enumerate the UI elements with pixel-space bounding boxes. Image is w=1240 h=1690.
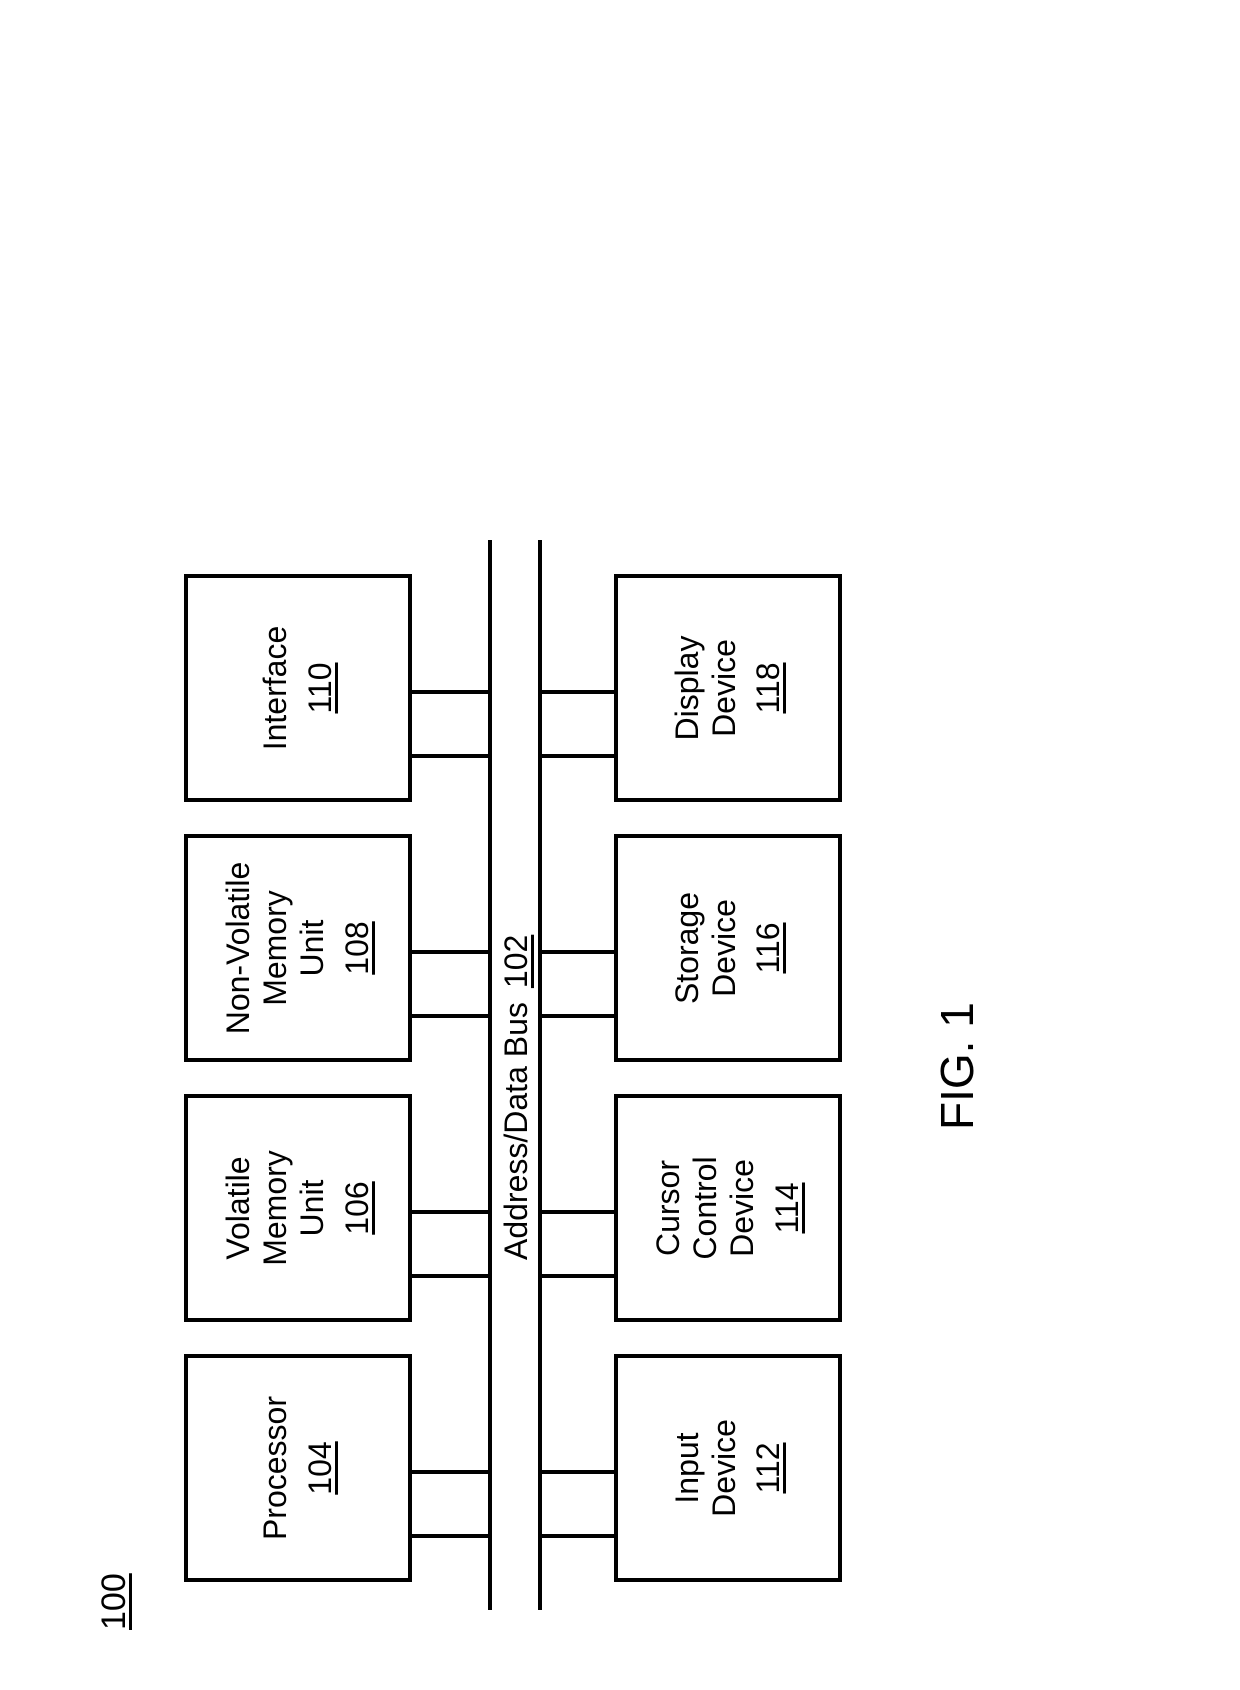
bus-line-top [488,540,492,1610]
bus-line-bottom [538,540,542,1610]
connector-bot-2b [542,1210,614,1214]
block-storage-ref: 116 [750,923,787,974]
block-display-label: DisplayDevice [669,636,743,741]
block-nvmem: Non-VolatileMemoryUnit 108 [184,834,412,1062]
block-input-label: InputDevice [669,1419,743,1517]
block-input: InputDevice 112 [614,1354,842,1582]
block-display: DisplayDevice 118 [614,574,842,802]
connector-bot-2a [542,1274,614,1278]
block-cursor-ref: 114 [769,1183,806,1234]
block-input-ref: 112 [750,1443,787,1494]
block-storage: StorageDevice 116 [614,834,842,1062]
block-processor-ref: 104 [302,1441,339,1494]
connector-top-4b [412,690,488,694]
block-interface-label: Interface [257,626,294,751]
block-processor: Processor 104 [184,1354,412,1582]
block-cursor: CursorControlDevice 114 [614,1094,842,1322]
figure-caption: FIG. 1 [930,1002,984,1130]
block-interface-ref: 110 [302,663,339,714]
bus-label: Address/Data Bus 102 [498,935,535,1260]
connector-top-2a [412,1274,488,1278]
bus-label-text: Address/Data Bus [498,1002,535,1260]
connector-bot-3b [542,950,614,954]
connector-top-4a [412,754,488,758]
block-vmem-label: VolatileMemoryUnit [220,1150,330,1266]
connector-top-1a [412,1534,488,1538]
figure-ref: 100 [95,1573,134,1630]
connector-bot-3a [542,1014,614,1018]
connector-top-1b [412,1470,488,1474]
block-display-ref: 118 [750,663,787,714]
connector-top-2b [412,1210,488,1214]
block-cursor-label: CursorControlDevice [650,1156,760,1259]
block-storage-label: StorageDevice [669,892,743,1004]
connector-top-3b [412,950,488,954]
diagram-canvas: 100 Address/Data Bus 102 Processor 104 [0,0,1240,1690]
diagram-rotated-group: 100 Address/Data Bus 102 Processor 104 [0,0,1240,1690]
bus-ref: 102 [498,935,535,988]
block-nvmem-label: Non-VolatileMemoryUnit [220,862,330,1035]
block-vmem: VolatileMemoryUnit 106 [184,1094,412,1322]
block-processor-label: Processor [257,1396,294,1540]
connector-bot-4a [542,754,614,758]
connector-top-3a [412,1014,488,1018]
block-interface: Interface 110 [184,574,412,802]
connector-bot-4b [542,690,614,694]
block-vmem-ref: 106 [339,1181,376,1234]
connector-bot-1b [542,1470,614,1474]
connector-bot-1a [542,1534,614,1538]
block-nvmem-ref: 108 [339,921,376,974]
